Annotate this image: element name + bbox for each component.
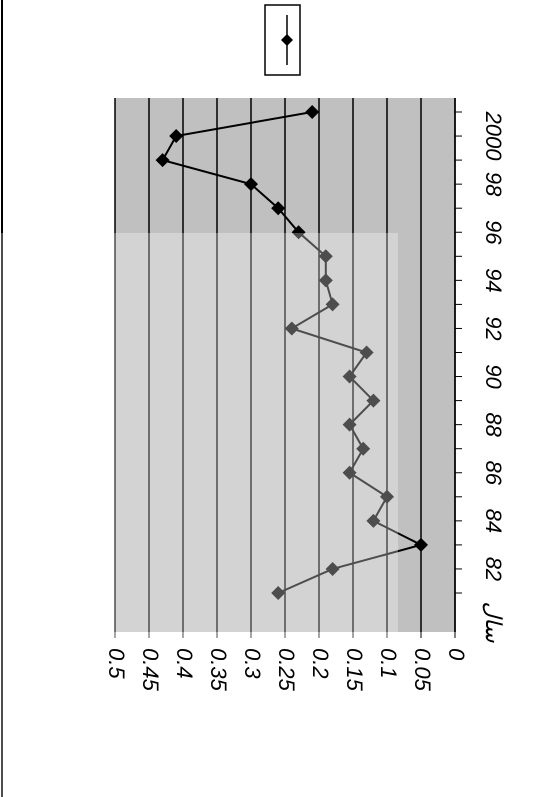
data-point (325, 297, 340, 312)
data-point (366, 393, 381, 408)
data-point (271, 201, 286, 216)
data-point (318, 273, 333, 288)
y-tick-label: 0.05 (410, 648, 435, 692)
x-tick-label: 92 (481, 316, 506, 340)
data-point (380, 489, 394, 504)
data-point (359, 345, 374, 360)
y-tick-label: 0.4 (172, 648, 197, 679)
data-point (342, 369, 357, 384)
data-point (318, 249, 333, 264)
data-point (284, 321, 299, 336)
y-tick-label: 0.35 (206, 648, 231, 692)
x-tick-label: 88 (481, 412, 506, 437)
data-point (244, 177, 258, 192)
x-tick-label: 86 (481, 461, 506, 486)
marks (114, 98, 462, 638)
y-tick-label: 0.2 (308, 648, 333, 679)
x-tick-label: 90 (481, 364, 506, 389)
y-tick-label: 0.1 (376, 648, 401, 679)
data-point (169, 129, 184, 144)
x-tick-label: 98 (481, 172, 506, 197)
data-point (366, 513, 381, 528)
data-point (414, 537, 428, 552)
legend-box (264, 4, 301, 76)
x-axis-label: سال (481, 601, 506, 643)
x-tick-label: 82 (481, 557, 506, 581)
x-tick-label: 94 (481, 268, 506, 292)
data-point (342, 417, 357, 432)
watermark (0, 233, 398, 797)
data-point (305, 105, 320, 119)
data-point (325, 561, 340, 576)
data-point (342, 465, 357, 480)
y-tick-label: 0.3 (240, 648, 265, 679)
x-tick-label: 84 (481, 509, 506, 533)
data-point (271, 586, 286, 600)
data-point (356, 441, 371, 456)
data-point (291, 225, 306, 240)
x-tick-label: 2000 (481, 111, 506, 162)
x-tick-label: 96 (481, 220, 506, 245)
y-tick-label: 0.5 (104, 648, 129, 679)
legend-marker (281, 34, 293, 46)
data-point (155, 153, 170, 168)
y-tick-label: 0.15 (342, 648, 367, 692)
y-tick-label: 0.25 (274, 648, 299, 692)
y-tick-label: 0 (444, 648, 469, 661)
y-tick-label: 0.45 (138, 648, 163, 692)
